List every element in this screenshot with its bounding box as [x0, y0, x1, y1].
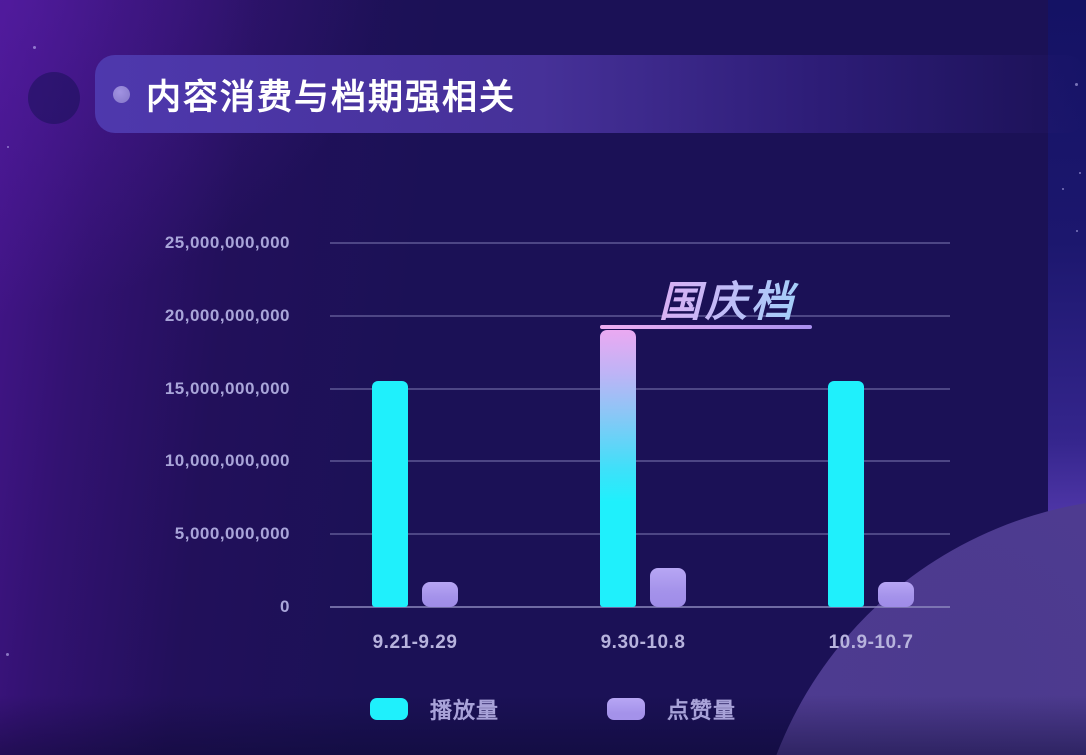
legend-item-play: 播放量	[370, 693, 499, 725]
star-dot	[33, 46, 36, 49]
chart-legend: 播放量 点赞量	[370, 693, 736, 725]
x-axis-label: 10.9-10.7	[828, 632, 914, 653]
gridline	[330, 387, 950, 390]
bar-play-count	[828, 381, 864, 607]
x-axis-label: 9.21-9.29	[372, 632, 458, 653]
y-axis-tick-label: 25,000,000,000	[164, 233, 290, 252]
background-bottom-shade	[0, 695, 1086, 755]
bar-like-count	[878, 582, 914, 607]
bar-like-count	[422, 582, 458, 607]
gridline	[330, 242, 950, 244]
y-axis-tick-label: 20,000,000,000	[164, 305, 290, 325]
y-axis-tick-label: 15,000,000,000	[164, 378, 290, 398]
legend-swatch-play	[370, 698, 408, 720]
y-axis-tick-label: 0	[280, 597, 290, 616]
legend-label-like: 点赞量	[667, 698, 737, 723]
bullet-icon	[113, 85, 130, 103]
star-dot	[1062, 188, 1064, 190]
bar-play-count	[600, 330, 636, 607]
decorative-small-circle	[28, 72, 80, 124]
gridline	[330, 533, 950, 536]
legend-item-like: 点赞量	[607, 693, 736, 725]
bar-like-count	[650, 567, 686, 607]
annotation-label: 国庆档	[600, 268, 830, 329]
gridline	[330, 460, 950, 463]
star-dot	[1079, 172, 1081, 174]
star-dot	[7, 146, 9, 148]
gridline	[330, 314, 950, 317]
x-axis-label: 9.30-10.8	[600, 632, 686, 653]
y-axis-tick-label: 5,000,000,000	[174, 524, 290, 544]
gridline	[330, 606, 950, 608]
section-title: 内容消费与档期强相关	[146, 77, 517, 117]
legend-swatch-like	[607, 698, 646, 720]
star-dot	[6, 653, 9, 656]
annotation-underline	[600, 325, 812, 329]
star-dot	[1076, 230, 1078, 232]
legend-label-play: 播放量	[430, 698, 500, 723]
y-axis-tick-label: 10,000,000,000	[164, 451, 290, 471]
section-title-badge: 内容消费与档期强相关	[95, 55, 1086, 133]
bar-play-count	[372, 381, 408, 607]
